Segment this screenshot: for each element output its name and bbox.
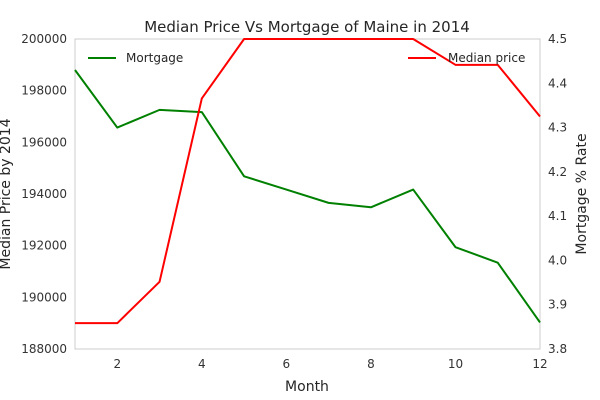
y-right-tick-label: 4.3 bbox=[548, 121, 567, 135]
x-tick-label: 8 bbox=[367, 357, 375, 371]
y-right-tick-label: 4.1 bbox=[548, 209, 567, 223]
y-right-tick-label: 4.2 bbox=[548, 165, 567, 179]
x-tick-label: 10 bbox=[448, 357, 463, 371]
y-left-tick-label: 190000 bbox=[21, 290, 67, 304]
series-line-median-price bbox=[75, 38, 541, 325]
y-right-tick-label: 4.5 bbox=[548, 32, 567, 46]
x-tick-label: 6 bbox=[283, 357, 291, 371]
y-left-axis-ticks: 188000 190000 192000 194000 196000 198000 2000… bbox=[21, 32, 67, 356]
legend-median-price: Median price bbox=[408, 51, 525, 65]
y-left-tick-label: 196000 bbox=[21, 135, 67, 149]
y-left-tick-label: 192000 bbox=[21, 239, 67, 253]
y-left-axis-label: Median Price by 2014 bbox=[0, 118, 14, 269]
y-left-tick-label: 198000 bbox=[21, 84, 67, 98]
y-right-tick-label: 3.8 bbox=[548, 342, 567, 356]
x-axis-ticks: 2 4 6 8 10 12 bbox=[113, 357, 547, 371]
x-tick-label: 2 bbox=[113, 357, 121, 371]
y-left-tick-label: 188000 bbox=[21, 342, 67, 356]
y-right-axis-ticks: 3.8 3.9 4.0 4.1 4.2 4.3 4.4 4.5 bbox=[548, 32, 567, 356]
legend-median-price-label: Median price bbox=[448, 51, 525, 65]
series-layer bbox=[74, 38, 541, 325]
y-left-tick-label: 194000 bbox=[21, 187, 67, 201]
y-right-tick-label: 3.9 bbox=[548, 298, 567, 312]
x-tick-label: 12 bbox=[532, 357, 547, 371]
series-line-mortgage bbox=[74, 69, 541, 324]
y-right-tick-label: 4.4 bbox=[548, 76, 567, 90]
legend-mortgage-label: Mortgage bbox=[126, 51, 183, 65]
x-axis-label: Month bbox=[285, 379, 329, 395]
x-tick-label: 4 bbox=[198, 357, 206, 371]
plot-area bbox=[74, 38, 541, 350]
y-right-tick-label: 4.0 bbox=[548, 253, 567, 267]
y-right-axis-label: Mortgage % Rate bbox=[574, 133, 590, 254]
legend-mortgage: Mortgage bbox=[88, 51, 183, 65]
chart-title: Median Price Vs Mortgage of Maine in 201… bbox=[144, 18, 470, 36]
y-left-tick-label: 200000 bbox=[21, 32, 67, 46]
